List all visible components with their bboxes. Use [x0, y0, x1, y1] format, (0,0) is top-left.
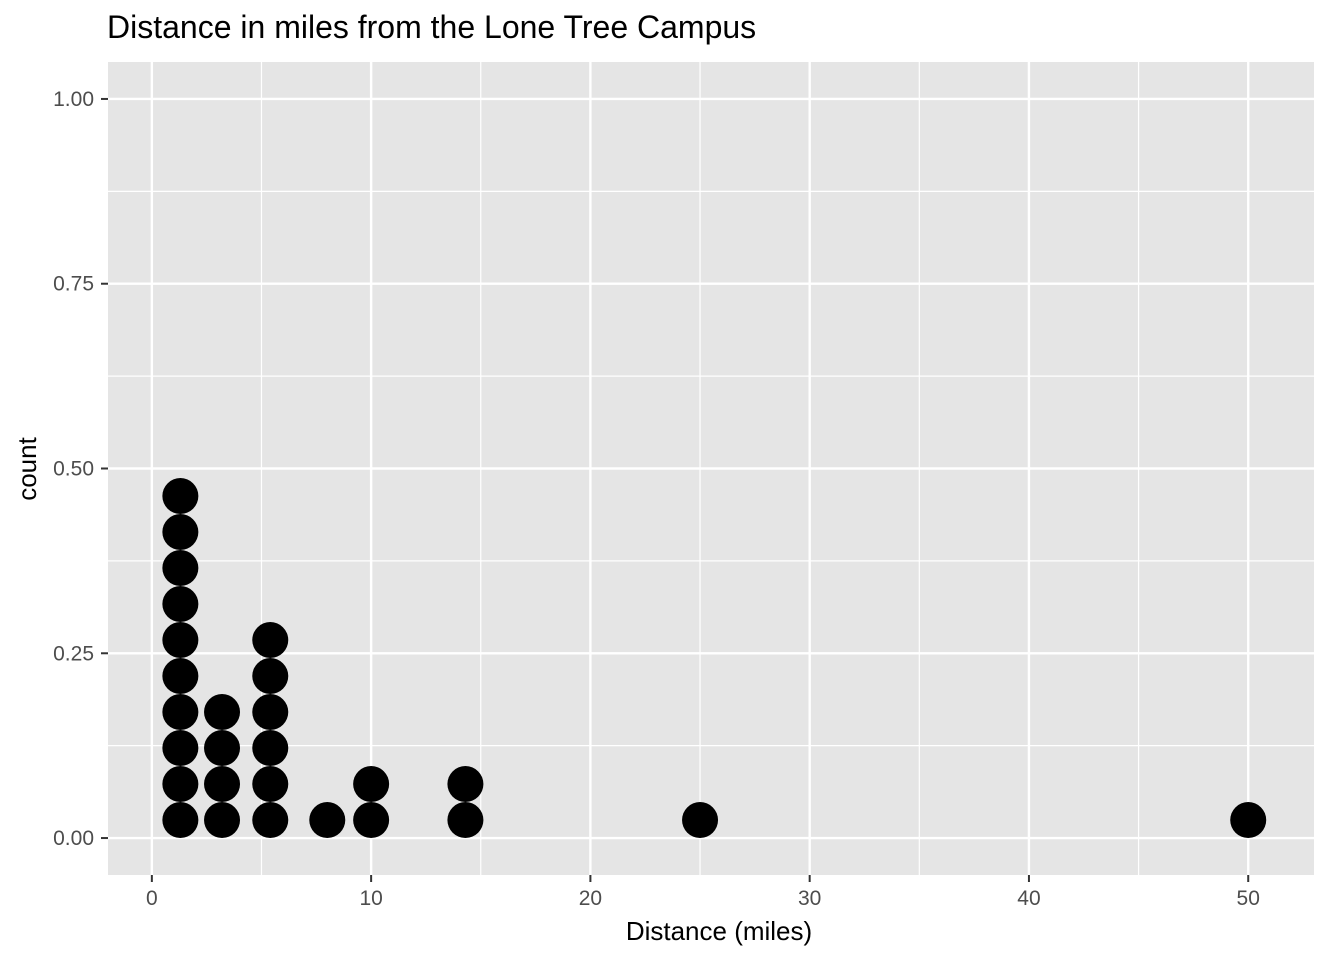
dot [252, 766, 289, 803]
dot [353, 802, 390, 839]
dot [309, 802, 346, 839]
x-tick-label: 20 [579, 887, 602, 910]
dot [252, 802, 289, 839]
dot [252, 658, 289, 695]
dot [252, 730, 289, 767]
dot [447, 802, 484, 839]
dot [162, 550, 199, 587]
x-axis: 0 10 20 30 40 50 [146, 875, 1260, 910]
chart-title: Distance in miles from the Lone Tree Cam… [107, 9, 756, 45]
x-tick-label: 10 [359, 887, 382, 910]
y-axis-title: count [12, 436, 42, 500]
dots-layer [162, 478, 1267, 839]
dot [162, 514, 199, 551]
dot [682, 802, 719, 839]
gridlines [108, 62, 1314, 875]
x-tick-label: 40 [1017, 887, 1040, 910]
dot [162, 694, 199, 731]
x-tick-label: 30 [798, 887, 821, 910]
y-tick-label: 0.25 [53, 642, 94, 665]
dot [204, 802, 241, 839]
dot [162, 730, 199, 767]
x-tick-label: 50 [1237, 887, 1260, 910]
dot [447, 766, 484, 803]
y-axis: 0.00 0.25 0.50 0.75 1.00 [53, 88, 108, 850]
y-tick-label: 0.75 [53, 273, 94, 296]
dot [252, 622, 289, 659]
dot [162, 478, 199, 515]
dot [1230, 802, 1267, 839]
dot [162, 586, 199, 623]
x-tick-label: 0 [146, 887, 158, 910]
y-tick-label: 1.00 [53, 88, 94, 111]
dot [162, 802, 199, 839]
dot [204, 694, 241, 731]
dot [204, 730, 241, 767]
dot [353, 766, 390, 803]
dot [162, 622, 199, 659]
dot [204, 766, 241, 803]
y-tick-label: 0.00 [53, 827, 94, 850]
y-tick-label: 0.50 [53, 458, 94, 481]
x-axis-title: Distance (miles) [626, 916, 812, 946]
dot [162, 658, 199, 695]
dot [162, 766, 199, 803]
dot [252, 694, 289, 731]
